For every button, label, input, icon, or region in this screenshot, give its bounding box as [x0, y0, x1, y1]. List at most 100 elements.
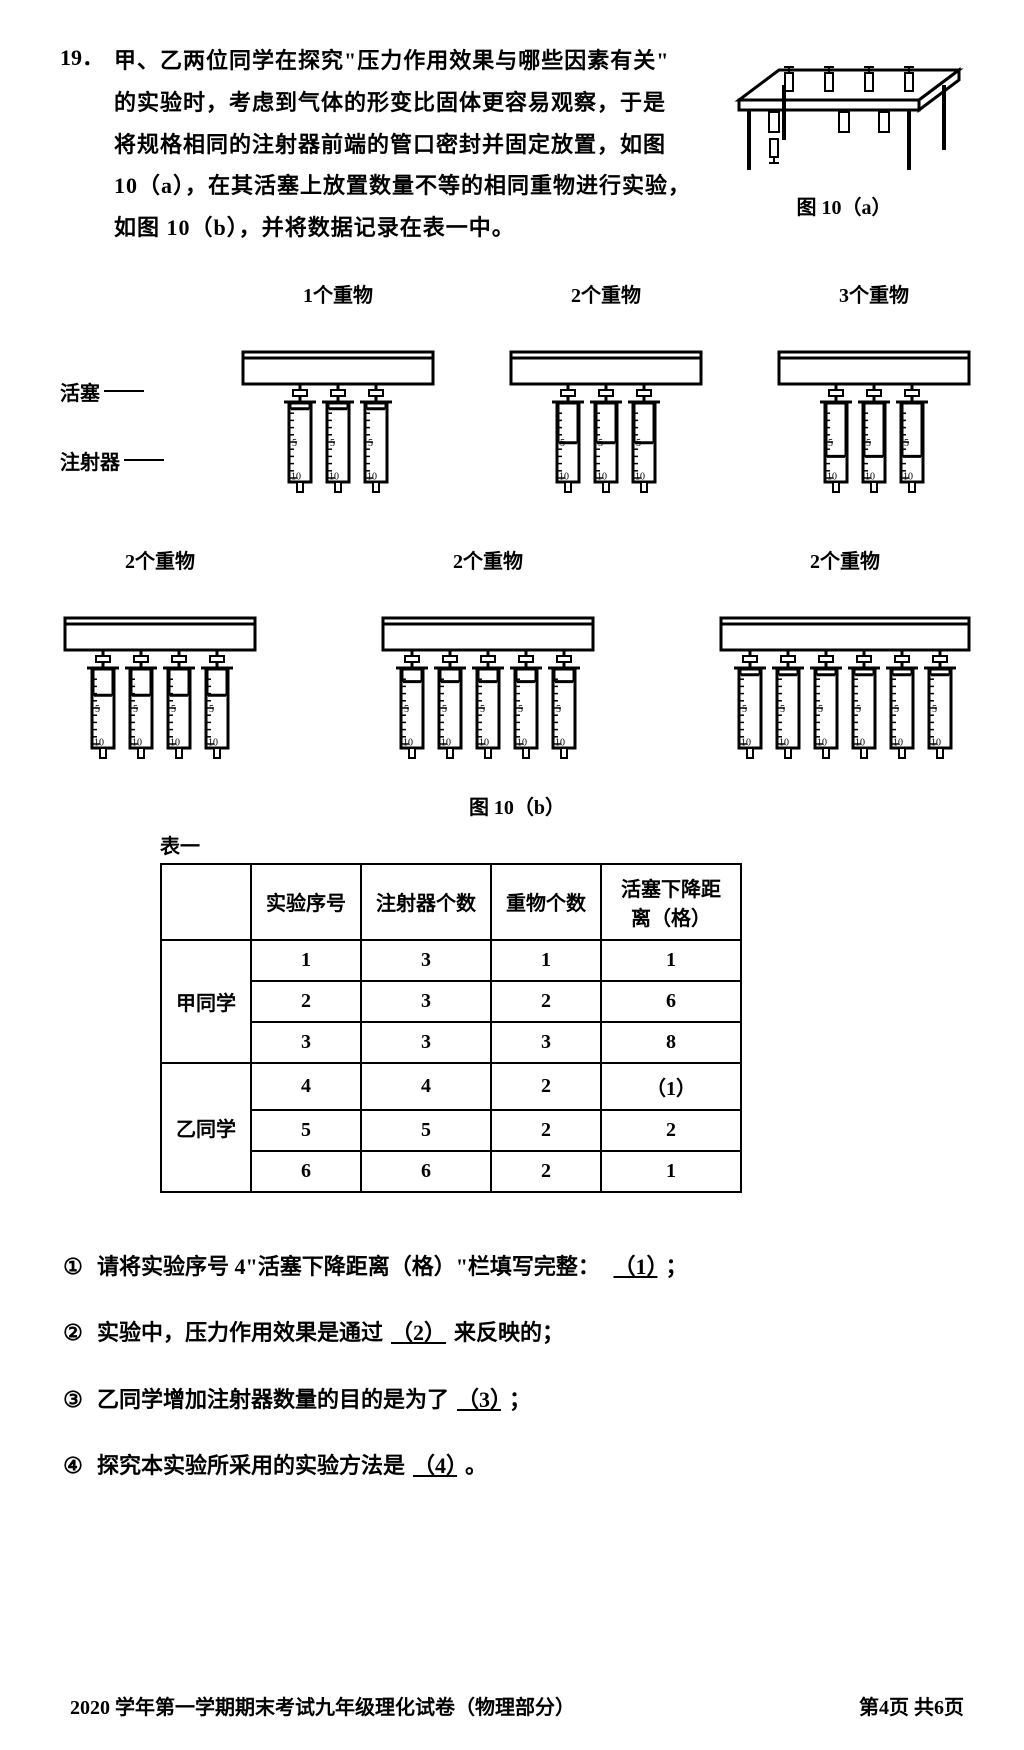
svg-text:5: 5 — [636, 438, 641, 449]
svg-text:5: 5 — [171, 704, 176, 715]
svg-text:5: 5 — [95, 704, 100, 715]
sub-q4: ④ 探究本实验所采用的实验方法是（4）。 — [60, 1442, 974, 1490]
weight-label: 2个重物 — [716, 545, 974, 574]
svg-text:10: 10 — [94, 738, 104, 749]
svg-text:10: 10 — [597, 472, 607, 483]
cell: 3 — [361, 1022, 491, 1063]
q1-end: ； — [665, 1254, 687, 1279]
syringe-set-svg: 510510510510510510 — [716, 576, 974, 776]
question-line-4: 10（a），在其活塞上放置数量不等的相同重物进行实验， — [114, 165, 704, 207]
question-header: 19． 甲、乙两位同学在探究"压力作用效果与哪些因素有关" 的实验时，考虑到气体… — [60, 40, 974, 249]
footer-left: 2020 学年第一学期期末考试九年级理化试卷（物理部分） — [70, 1691, 575, 1720]
weight-label: 2个重物 — [506, 279, 706, 308]
cell: 5 — [251, 1110, 361, 1151]
weight-label: 2个重物 — [60, 545, 260, 574]
svg-text:5: 5 — [133, 704, 138, 715]
cell: 2 — [491, 1110, 601, 1151]
svg-text:10: 10 — [479, 738, 489, 749]
diagram-cell-1: 1个重物 510510510 — [238, 279, 438, 515]
svg-text:5: 5 — [818, 704, 823, 715]
cell: （1） — [601, 1063, 741, 1110]
sub-questions: ① 请将实验序号 4"活塞下降距离（格）"栏填写完整： （1）； ② 实验中，压… — [60, 1243, 974, 1491]
svg-text:5: 5 — [404, 704, 409, 715]
diagram-cell-2: 2个重物 5 10 5 10 5 10 — [506, 279, 706, 515]
cell: 1 — [601, 1151, 741, 1192]
svg-text:5: 5 — [780, 704, 785, 715]
svg-text:10: 10 — [555, 738, 565, 749]
svg-text:10: 10 — [441, 738, 451, 749]
q4-b: 。 — [465, 1453, 487, 1478]
q3-a: 乙同学增加注射器数量的目的是为了 — [97, 1387, 449, 1412]
q2-b: 来反映的； — [454, 1320, 564, 1345]
syringe-set-svg: 510510510 — [238, 310, 438, 510]
cell: 1 — [251, 940, 361, 981]
table-header-row: 实验序号 注射器个数 重物个数 活塞下降距离（格） — [161, 864, 741, 940]
svg-text:10: 10 — [208, 738, 218, 749]
diagram-cell-3: 3个重物 510510510 — [774, 279, 974, 515]
th-weight-count: 重物个数 — [491, 864, 601, 940]
svg-text:5: 5 — [932, 704, 937, 715]
svg-text:10: 10 — [291, 472, 301, 483]
svg-text:10: 10 — [741, 738, 751, 749]
svg-text:5: 5 — [556, 704, 561, 715]
weight-label: 3个重物 — [774, 279, 974, 308]
svg-text:10: 10 — [403, 738, 413, 749]
diagram-cell-5: 2个重物 510510510510510 — [378, 545, 598, 781]
q2-num: ② — [60, 1309, 86, 1357]
side-labels: 活塞 注射器 — [60, 377, 164, 515]
svg-text:5: 5 — [742, 704, 747, 715]
cell: 4 — [361, 1063, 491, 1110]
svg-text:10: 10 — [893, 738, 903, 749]
svg-text:5: 5 — [330, 438, 335, 449]
question-line-2: 的实验时，考虑到气体的形变比固体更容易观察，于是 — [114, 82, 704, 124]
svg-text:10: 10 — [855, 738, 865, 749]
svg-text:10: 10 — [367, 472, 377, 483]
footer-right: 第4页 共6页 — [859, 1691, 964, 1720]
question-number: 19． — [60, 40, 104, 72]
table-caption: 表一 — [160, 830, 974, 859]
svg-text:10: 10 — [132, 738, 142, 749]
q4-blank: （4） — [405, 1453, 465, 1478]
syringe-set-svg: 510510510 — [774, 310, 974, 510]
question-line-5: 如图 10（b），并将数据记录在表一中。 — [114, 207, 704, 249]
svg-text:5: 5 — [518, 704, 523, 715]
syringe-set-svg: 510510510510510 — [378, 576, 598, 776]
sub-q2: ② 实验中，压力作用效果是通过（2）来反映的； — [60, 1309, 974, 1357]
cell: 2 — [491, 981, 601, 1022]
svg-text:5: 5 — [598, 438, 603, 449]
question-line-1: 甲、乙两位同学在探究"压力作用效果与哪些因素有关" — [114, 40, 704, 82]
q4-num: ④ — [60, 1442, 86, 1490]
cell: 1 — [601, 940, 741, 981]
question-text-block: 甲、乙两位同学在探究"压力作用效果与哪些因素有关" 的实验时，考虑到气体的形变比… — [114, 40, 704, 249]
syringe-set-svg: 5 10 5 10 5 10 5 10 — [60, 576, 260, 776]
group-yi: 乙同学 — [161, 1063, 251, 1192]
th-distance: 活塞下降距离（格） — [601, 864, 741, 940]
svg-text:5: 5 — [209, 704, 214, 715]
svg-text:10: 10 — [170, 738, 180, 749]
table-row: 甲同学 1 3 1 1 — [161, 940, 741, 981]
dash-icon — [104, 390, 144, 392]
diagram-row-1: 活塞 注射器 1个重物 510510510 2个重物 510510510 3个重… — [60, 279, 974, 515]
cell: 6 — [251, 1151, 361, 1192]
svg-text:5: 5 — [866, 438, 871, 449]
q3-b: ； — [509, 1387, 531, 1412]
svg-text:5: 5 — [904, 438, 909, 449]
data-table: 实验序号 注射器个数 重物个数 活塞下降距离（格） 甲同学 1 3 1 1 2 … — [160, 863, 742, 1193]
q1-text: 请将实验序号 4"活塞下降距离（格）"栏填写完整： — [97, 1254, 600, 1279]
svg-text:5: 5 — [560, 438, 565, 449]
figure-10a-caption: 图 10（a） — [714, 191, 974, 220]
th-exp-no: 实验序号 — [251, 864, 361, 940]
svg-text:10: 10 — [827, 472, 837, 483]
svg-text:10: 10 — [903, 472, 913, 483]
label-syringe: 注射器 — [60, 446, 120, 475]
svg-text:10: 10 — [635, 472, 645, 483]
q4-a: 探究本实验所采用的实验方法是 — [97, 1453, 405, 1478]
cell: 3 — [491, 1022, 601, 1063]
q3-num: ③ — [60, 1376, 86, 1424]
svg-text:10: 10 — [559, 472, 569, 483]
svg-text:5: 5 — [368, 438, 373, 449]
svg-text:5: 5 — [442, 704, 447, 715]
cell: 2 — [251, 981, 361, 1022]
q2-blank: （2） — [383, 1320, 454, 1345]
q1-num: ① — [60, 1243, 86, 1291]
